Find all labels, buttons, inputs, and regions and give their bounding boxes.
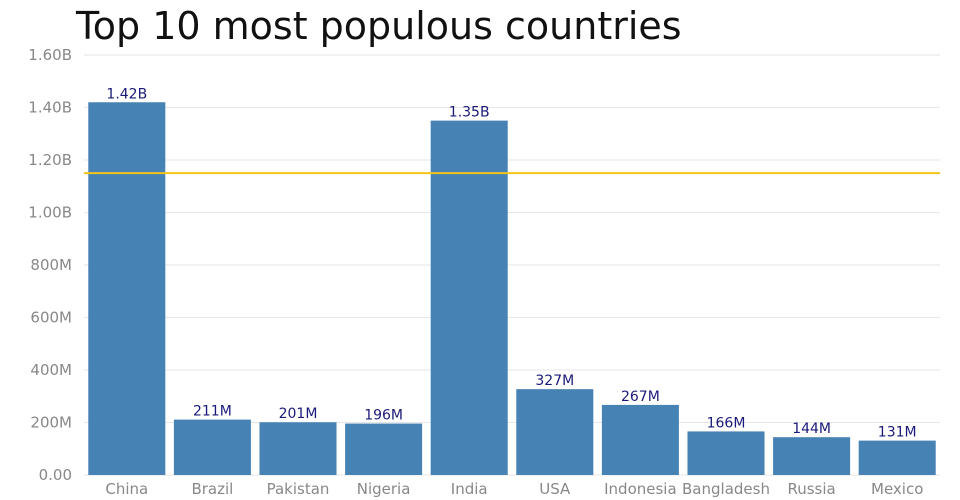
data-label: 1.35B [449, 105, 490, 121]
x-tick-label: Mexico [871, 480, 923, 498]
y-tick-label: 1.20B [28, 151, 72, 169]
data-label: 211M [193, 404, 232, 420]
y-tick-label: 1.60B [28, 46, 72, 64]
bar [430, 120, 508, 475]
data-label: 201M [279, 406, 318, 422]
y-tick-label: 0.00 [39, 466, 72, 484]
y-axis-ticks: 0.00 200M 400M 600M 800M 1.00B 1.20B 1.40B 1.60B [28, 46, 72, 484]
data-labels: 1.42B 211M 201M 196M 1.35B 327M 267M 166M 144M 13… [106, 86, 916, 440]
chart-title: Top 10 most populous countries [76, 4, 682, 48]
data-label: 131M [878, 425, 917, 441]
y-tick-label: 1.00B [28, 204, 72, 222]
y-tick-label: 200M [30, 414, 72, 432]
y-tick-label: 600M [30, 309, 72, 327]
x-tick-label: Russia [787, 480, 835, 498]
data-label: 166M [707, 415, 746, 431]
data-label: 327M [535, 373, 574, 389]
x-tick-label: Pakistan [267, 480, 330, 498]
bar [858, 440, 936, 475]
x-axis-ticks: China Brazil Pakistan Nigeria India USA Indone… [105, 480, 923, 498]
bar [88, 102, 166, 475]
y-tick-label: 400M [30, 361, 72, 379]
bar [773, 437, 851, 475]
bar [259, 422, 337, 475]
bar [173, 419, 251, 475]
data-label: 144M [792, 421, 831, 437]
x-tick-label: Nigeria [357, 480, 411, 498]
y-tick-label: 1.40B [28, 99, 72, 117]
bar [601, 404, 679, 475]
bars [88, 102, 936, 475]
x-tick-label: Brazil [191, 480, 233, 498]
bar [345, 423, 423, 475]
x-tick-label: Bangladesh [682, 480, 770, 498]
data-label: 196M [364, 408, 403, 424]
bar [516, 389, 594, 475]
x-tick-label: Indonesia [604, 480, 677, 498]
x-tick-label: India [451, 480, 488, 498]
bar [687, 431, 765, 475]
x-tick-label: USA [539, 480, 571, 498]
y-tick-label: 800M [30, 256, 72, 274]
x-tick-label: China [105, 480, 148, 498]
data-label: 267M [621, 389, 660, 405]
data-label: 1.42B [106, 86, 147, 102]
